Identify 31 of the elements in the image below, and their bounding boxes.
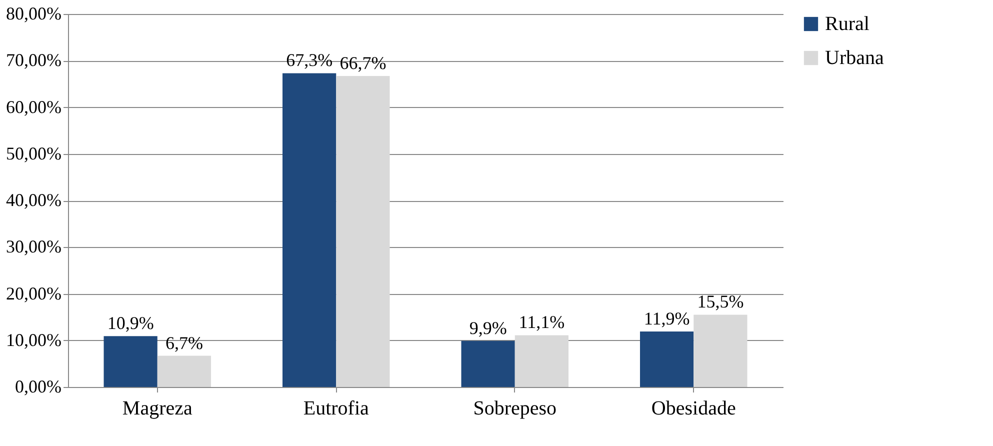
y-tick-label: 20,00%: [6, 283, 62, 304]
y-tick-label: 70,00%: [6, 50, 62, 70]
y-tick-label: 60,00%: [6, 96, 62, 117]
bar: [336, 76, 390, 387]
bar: [104, 336, 158, 387]
data-label: 11,9%: [644, 308, 690, 329]
x-tick-label: Eutrofia: [303, 398, 370, 420]
bar: [282, 73, 336, 387]
bar: [694, 314, 748, 387]
data-label: 10,9%: [107, 313, 154, 334]
y-tick-label: 50,00%: [6, 143, 62, 164]
x-tick-label: Sobrepeso: [473, 398, 557, 420]
x-tick-label: Obesidade: [651, 398, 736, 420]
y-tick-label: 30,00%: [6, 236, 62, 257]
x-tick-label: Magreza: [122, 398, 192, 420]
data-label: 67,3%: [286, 50, 333, 70]
data-label: 6,7%: [165, 332, 203, 353]
bar: [461, 340, 515, 387]
y-tick-label: 10,00%: [6, 330, 62, 350]
data-label: 66,7%: [340, 53, 386, 74]
y-tick-label: 0,00%: [15, 376, 62, 396]
legend-label: Urbana: [825, 47, 884, 69]
data-label: 11,1%: [518, 312, 565, 332]
data-label: 9,9%: [469, 318, 507, 338]
bar: [640, 332, 694, 387]
legend-label: Rural: [825, 13, 870, 35]
bar: [514, 335, 568, 387]
bar: [157, 356, 211, 387]
y-tick-label: 40,00%: [6, 190, 62, 210]
data-label: 15,5%: [697, 292, 744, 312]
y-tick-label: 80,00%: [6, 4, 62, 24]
